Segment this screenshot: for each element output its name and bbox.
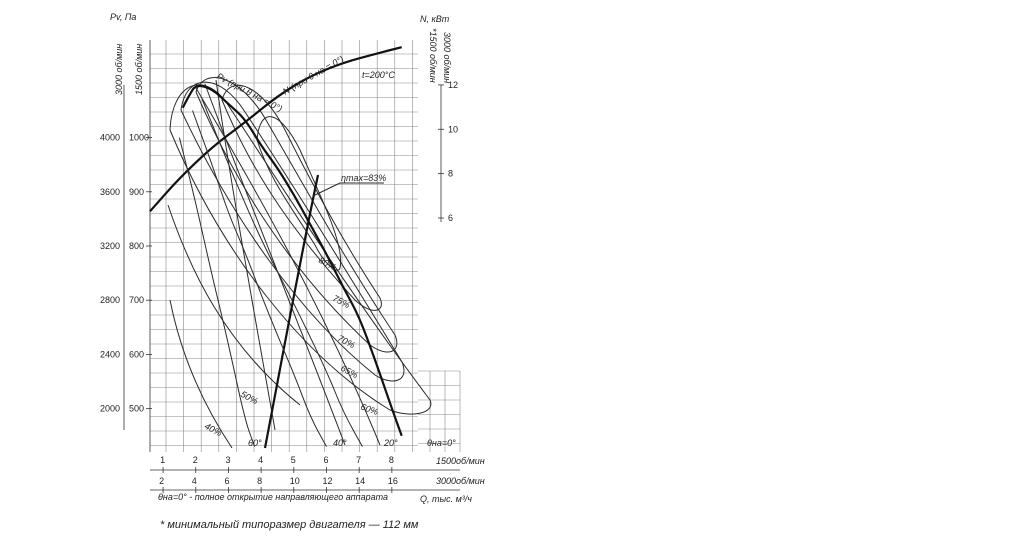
vane-label-0: θна=0° — [427, 438, 456, 448]
left-speed-label-3000: 3000 об/мин — [114, 44, 124, 95]
right-axis-title: N, кВт — [420, 14, 450, 24]
efficiency-contour-65 — [180, 81, 405, 382]
x-tick-label-3000: 8 — [257, 476, 262, 486]
x-tick-label-1500: 4 — [258, 455, 263, 465]
right-tick-label: 6 — [448, 213, 453, 223]
x-tick-label-1500: 8 — [389, 455, 394, 465]
vane-label-20: 20° — [383, 438, 398, 448]
series-line-0 — [181, 84, 403, 437]
footnote-theta: θна=0° - полное открытие направляющего а… — [158, 492, 388, 502]
left-tick-label-1500: 500 — [129, 404, 144, 414]
efficiency-contour-80 — [256, 116, 342, 271]
left-tick-label-3000: 3200 — [100, 241, 120, 251]
x-tick-label-1500: 5 — [291, 455, 296, 465]
x-axis-title: Q, тыс. м³/ч — [420, 494, 472, 504]
x-tick-label-3000: 4 — [192, 476, 197, 486]
right-tick-label: 8 — [448, 169, 453, 179]
left-axis-title: Pv, Па — [110, 12, 136, 22]
series-line-2 — [178, 137, 256, 447]
x-tick-label-3000: 10 — [290, 476, 300, 486]
footnote-motor: * минимальный типоразмер двигателя — 112… — [160, 519, 419, 531]
efficiency-max-line — [263, 174, 320, 449]
vane-curve-20 — [195, 87, 381, 446]
efficiency-label-70: 70% — [336, 333, 357, 350]
left-tick-label-3000: 2800 — [100, 295, 120, 305]
left-speed-label-1500: 1500 об/мин — [134, 44, 144, 95]
right-tick-label: 12 — [448, 80, 458, 90]
x-tick-label-1500: 6 — [323, 455, 328, 465]
x-tick-label-1500: 1 — [160, 455, 165, 465]
vane-label-60: 60° — [248, 438, 262, 448]
x-tick-label-1500: 7 — [356, 455, 361, 465]
efficiency-contour-60 — [169, 84, 432, 415]
efficiency-label-50: 50% — [239, 389, 260, 406]
x-tick-label-3000: 14 — [355, 476, 365, 486]
x-unit-3000: 3000об/мин — [436, 476, 485, 486]
series-line-4 — [201, 99, 363, 447]
power-curve-label: N (при θ на = 0°) — [281, 54, 345, 97]
efficiency-label-60: 60% — [359, 401, 379, 417]
left-tick-label-1500: 900 — [129, 187, 144, 197]
vane-label-40: 40° — [333, 438, 347, 448]
left-tick-label-1500: 700 — [129, 295, 144, 305]
efficiency-max-label: ηmax=83% — [341, 173, 386, 183]
x-tick-label-3000: 6 — [224, 476, 229, 486]
left-tick-label-3000: 3600 — [100, 187, 120, 197]
left-tick-label-1500: 600 — [129, 349, 144, 359]
left-tick-label-1500: 800 — [129, 241, 144, 251]
grid-layer: 1000 4000 900 3600 800 3200 700 2800 600 2400 500 2… — [100, 40, 461, 493]
x-tick-label-3000: 2 — [159, 476, 164, 486]
efficiency-max-leader — [312, 182, 341, 197]
right-speed-label-3000: 3000 об/мин — [442, 32, 452, 83]
x-tick-label-3000: 12 — [322, 476, 332, 486]
curves-layer — [167, 77, 432, 449]
efficiency-contour-40 — [169, 299, 233, 449]
series-line-1 — [149, 46, 402, 213]
x-tick-label-1500: 2 — [193, 455, 198, 465]
data-series-layer — [149, 46, 403, 447]
left-tick-label-1500: 1000 — [129, 133, 149, 143]
temperature-condition: t=200°C — [362, 70, 395, 80]
efficiency-contour-70 — [195, 77, 398, 353]
efficiency-contour-50 — [167, 204, 301, 406]
efficiency-label-40: 40% — [203, 421, 224, 438]
vane-curve-60 — [215, 79, 276, 431]
x-unit-1500: 1500об/мин — [436, 456, 485, 466]
left-tick-label-3000: 2000 — [100, 404, 120, 414]
x-tick-label-3000: 16 — [388, 476, 398, 486]
left-tick-label-3000: 2400 — [100, 349, 120, 359]
x-tick-label-1500: 3 — [225, 455, 230, 465]
right-speed-label-1500: *1500 об/мин — [428, 28, 438, 83]
vane-curve-40 — [204, 83, 346, 446]
series-line-3 — [192, 110, 327, 447]
left-tick-label-3000: 4000 — [100, 133, 120, 143]
right-tick-label: 10 — [448, 124, 458, 134]
